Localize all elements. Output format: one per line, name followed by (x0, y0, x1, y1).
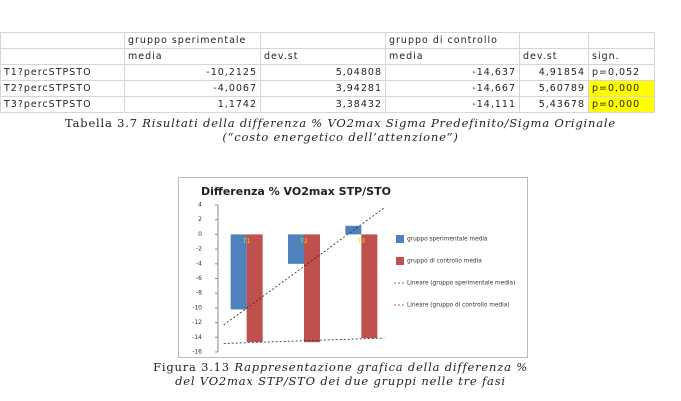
bar (304, 234, 320, 343)
cell: -14,111 (385, 96, 520, 113)
cell: -14,667 (385, 80, 520, 97)
trendline (223, 207, 385, 326)
column-header: media (124, 48, 261, 65)
cell: -10,2125 (124, 64, 261, 81)
data-row: T1?percSTPSTO -10,2125 5,04808 -14,637 4,918… (0, 64, 655, 81)
caption-text: (“costo energetico dell’attenzione”) (222, 130, 459, 144)
bar (230, 234, 247, 310)
category-label: T3 (357, 238, 366, 245)
y-tick-label: -6 (196, 275, 202, 282)
caption-text: del VO2max STP/STO dei due gruppi nelle … (175, 374, 506, 388)
y-tick-label: -10 (192, 304, 202, 311)
row-label: T1?percSTPSTO (0, 64, 125, 81)
y-tick-label: 0 (198, 231, 202, 238)
legend-label: gruppo sperimentale media (407, 237, 488, 243)
cell: 3,38432 (260, 96, 386, 113)
cell: p=0,000 (588, 96, 655, 113)
chart-title: Differenza % VO2max STP/STO (201, 185, 391, 198)
cell: p=0,052 (588, 64, 655, 81)
y-tick-label: -2 (196, 246, 202, 253)
bar (246, 234, 263, 342)
cell: 5,04808 (260, 64, 386, 81)
header-row: gruppo sperimentale gruppo di controllo (0, 32, 655, 49)
row-label: T2?percSTPSTO (0, 80, 125, 97)
header-row: media dev.st media dev.st sign. (0, 48, 655, 65)
y-tick-label: -12 (192, 319, 202, 326)
caption-label: Figura 3.13 (153, 360, 230, 374)
group-header: gruppo sperimentale (124, 32, 261, 49)
trendline (223, 337, 385, 344)
bar (288, 234, 304, 264)
y-tick-label: -8 (196, 290, 202, 297)
caption-label: Tabella 3.7 (65, 116, 138, 130)
caption-text: Risultati della differenza % VO2max Sigm… (142, 116, 616, 130)
legend-label: gruppo di controllo media (407, 259, 482, 265)
data-row: T2?percSTPSTO -4,0067 3,94281 -14,667 5,6078… (0, 80, 655, 97)
legend-label: Lineare (gruppo di controllo media) (407, 303, 510, 309)
column-header: dev.st (519, 48, 589, 65)
cell: 1,1742 (124, 96, 261, 113)
y-tick-label: -16 (192, 349, 202, 356)
y-tick-label: 4 (198, 202, 202, 209)
y-tick-label: -14 (192, 334, 202, 341)
chart: Differenza % VO2max STP/STO 4 2 0 -2 -4 -6 -8 -… (178, 177, 528, 358)
data-row: T3?percSTPSTO 1,1742 3,38432 -14,111 5,43678… (0, 96, 655, 113)
column-header: dev.st (260, 48, 386, 65)
y-tick-label: 2 (198, 216, 202, 223)
cell: -4,0067 (124, 80, 261, 97)
category-label: T1 (242, 238, 251, 245)
group-header: gruppo di controllo (385, 32, 520, 49)
legend-swatch (396, 257, 404, 265)
cell: 5,43678 (519, 96, 589, 113)
results-table: gruppo sperimentale gruppo di controllo … (0, 32, 655, 113)
cell: 3,94281 (260, 80, 386, 97)
cell: 5,60789 (519, 80, 589, 97)
legend-swatch (396, 235, 404, 243)
row-label: T3?percSTPSTO (0, 96, 125, 113)
cell: p=0,000 (588, 80, 655, 97)
column-header: media (385, 48, 520, 65)
bar (361, 234, 378, 339)
cell: 4,91854 (519, 64, 589, 81)
legend-label: Lineare (gruppo sperimentale media) (407, 281, 515, 287)
figure-caption: Figura 3.13 Rappresentazione grafica del… (0, 360, 681, 388)
category-label: T2 (299, 238, 308, 245)
y-tick-label: -4 (196, 260, 202, 267)
cell: -14,637 (385, 64, 520, 81)
column-header: sign. (588, 48, 655, 65)
table-caption: Tabella 3.7 Risultati della differenza %… (0, 116, 681, 144)
caption-text: Rappresentazione grafica della differenz… (234, 360, 528, 374)
